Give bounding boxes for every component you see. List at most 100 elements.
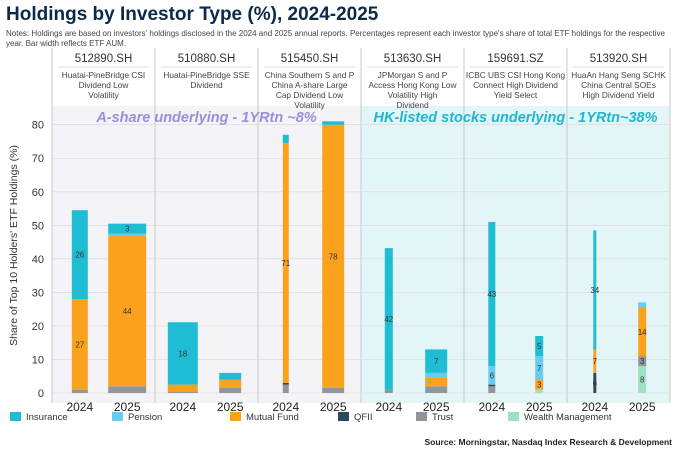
x-tick-label: 2024 [581,400,608,414]
legend-label: Insurance [26,412,68,423]
y-tick-label: 20 [32,321,44,333]
x-tick-label: 2024 [169,400,196,414]
bar-data-label: 5 [537,342,542,351]
bar-segment [535,389,544,393]
fund-name-line: Dividend [190,80,223,90]
fund-name-line: China Southern S and P [265,70,355,80]
bar-segment [488,384,496,387]
chart-notes: Notes: Holdings are based on investors' … [6,29,665,48]
bar-data-label: 7 [537,364,542,373]
fund-name-line: Huatai-PineBridge CSI [62,70,145,80]
fund-name-line: Huatai-PineBridge SSE [163,70,250,80]
bar-segment [322,124,345,388]
bar-segment [167,391,198,393]
bar-segment [488,366,496,385]
bar-segment [638,366,647,393]
legend-label: Pension [128,412,162,423]
legend-label: Wealth Management [524,412,612,423]
bar-segment [425,372,448,378]
bar-data-label: 6 [593,379,598,388]
fund-code: 513630.SH [384,53,442,65]
fund-name-line: ICBC UBS CSI Hong Kong [466,70,566,80]
bar-data-label: 78 [329,252,338,261]
legend-swatch [10,412,21,421]
bar-segment [535,356,544,380]
y-tick-label: 50 [32,220,44,232]
y-axis-label: Share of Top 10 Holders' ETF Holdings (%… [8,145,20,346]
bar-segment [108,233,147,237]
bar-segment [384,248,393,390]
bar-data-label: 42 [384,315,393,324]
bar-segment [638,307,647,357]
y-tick-label: 60 [32,187,44,199]
bar-data-label: 8 [640,376,645,385]
bar-data-label: 7 [593,357,598,366]
bar-segment [219,387,242,393]
fund-code: 159691.SZ [487,53,543,65]
legend-swatch [508,412,519,421]
fund-code: 512890.SH [75,53,133,65]
x-tick-label: 2025 [217,400,244,414]
bar-segment [219,372,242,380]
y-tick-label: 70 [32,153,44,165]
bar-data-label: 14 [638,328,647,337]
y-tick-label: 10 [32,354,44,366]
y-tick-label: 80 [32,120,44,132]
fund-code: 515450.SH [281,53,339,65]
bar-segment [108,236,147,387]
y-tick-label: 0 [38,388,44,400]
x-tick-label: 2024 [66,400,93,414]
y-tick-label: 30 [32,287,44,299]
bar-segment [425,349,448,373]
fund-code: 510880.SH [178,53,236,65]
x-tick-label: 2025 [526,400,553,414]
bar-data-label: 3 [125,225,130,234]
fund-code: 513920.SH [590,53,648,65]
fund-name-line: Volatility [88,90,119,100]
bar-segment [593,230,597,350]
bar-data-label: 3 [640,357,645,366]
x-tick-label: 2025 [423,400,450,414]
bar-segment [108,223,147,234]
legend-swatch [112,412,123,421]
bar-data-label: 34 [590,286,599,295]
bar-segment [425,377,448,387]
bar-segment [71,210,88,300]
bar-segment [535,335,544,357]
bar-segment [282,384,289,393]
fund-name-line: China A-share Large [271,80,347,90]
bar-data-label: 26 [75,251,84,260]
bar-segment [282,382,289,385]
fund-name-line: HuaAn Hang Seng SCHK [571,70,666,80]
bar-segment [638,302,647,308]
fund-name-line: Connect High Dividend [473,80,558,90]
bar-data-label: 71 [281,259,290,268]
fund-name-line: JPMorgan S and P [378,70,448,80]
x-tick-label: 2025 [629,400,656,414]
fund-name-line: Yield Select [494,90,538,100]
fund-name-line: High Dividend Yield [583,90,655,100]
bar-segment [219,379,242,388]
bar-segment [593,372,597,393]
x-tick-label: 2024 [272,400,299,414]
fund-name-line: Cap Dividend Low [276,90,344,100]
group-annotation-a-share: A-share underlying - 1YRtn ~8% [95,110,316,126]
legend-swatch [416,412,427,421]
fund-name-line: Volatility High [388,90,438,100]
bar-data-label: 3 [537,381,542,390]
legend-label: Trust [432,412,454,423]
y-tick-label: 40 [32,254,44,266]
x-tick-label: 2025 [114,400,141,414]
x-tick-label: 2025 [320,400,347,414]
bar-segment [167,384,198,392]
bar-segment [593,349,597,373]
bar-segment [322,387,345,393]
bar-data-label: 7 [434,357,439,366]
fund-name-line: Volatility [294,100,325,110]
fund-name-line: Dividend Low [79,80,130,90]
fund-name-line: Access Hong Kong Low [368,80,457,90]
source-note: Source: Morningstar, Nasdaq Index Resear… [424,437,672,447]
x-tick-label: 2024 [478,400,505,414]
group-annotation-hk: HK-listed stocks underlying - 1YRtn~38% [373,110,657,126]
bar-segment [488,386,496,393]
